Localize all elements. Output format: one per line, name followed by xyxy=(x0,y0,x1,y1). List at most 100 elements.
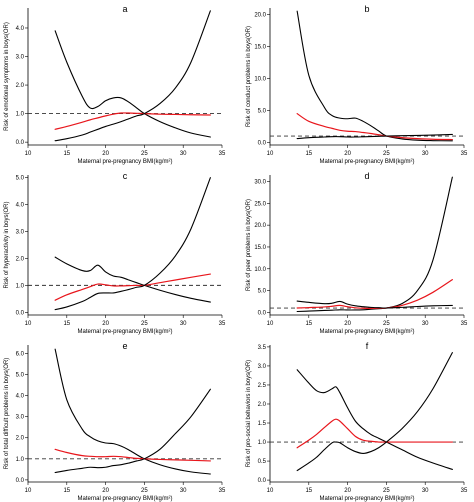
y-tick-label: 20.0 xyxy=(254,12,266,18)
series-line-lower xyxy=(54,10,211,142)
x-tick-label: 30 xyxy=(422,321,429,327)
axes-frame xyxy=(269,175,464,316)
series-line-estimate xyxy=(296,418,453,449)
series-line-upper xyxy=(54,30,211,138)
y-tick-label: 3.0 xyxy=(16,55,25,61)
y-tick-label: 0.0 xyxy=(258,310,267,316)
y-tick-label: 3.0 xyxy=(16,415,25,421)
series-group xyxy=(54,10,211,142)
series-line-upper xyxy=(296,176,453,313)
series-line-lower xyxy=(296,133,453,140)
y-tick-label: 30.0 xyxy=(254,180,266,186)
y-tick-label: 25.0 xyxy=(254,201,266,207)
panel-letter: a xyxy=(122,4,127,14)
y-tick-label: 1.0 xyxy=(16,283,25,289)
x-tick-label: 25 xyxy=(383,321,390,327)
x-tick-label: 10 xyxy=(25,321,32,327)
y-tick-label: 0.0 xyxy=(16,310,25,316)
y-tick-label: 3.0 xyxy=(258,364,267,370)
series-line-upper xyxy=(54,256,211,303)
y-axis-title: Risk of total difficult problems in boys… xyxy=(4,358,10,470)
y-tick-label: 10.0 xyxy=(254,76,266,82)
panel-c: 10 15 20 25 30 35 0.0 1.0 2.0 3.0 4.0 5.0 Maternal p… xyxy=(4,171,226,335)
x-axis-title: Maternal pre-pregnancy BMI(kg/m²) xyxy=(319,329,414,335)
y-tick-label: 5.0 xyxy=(258,289,267,295)
axes-frame xyxy=(27,8,222,146)
panel-e: 10 15 20 25 30 35 0.0 1.0 2.0 3.0 4.0 5.0 6.0 Materna… xyxy=(4,341,226,502)
y-tick-label: 15.0 xyxy=(254,44,266,50)
y-tick-label: 2.0 xyxy=(16,83,25,89)
series-line-estimate xyxy=(54,273,211,301)
series-line-lower xyxy=(54,388,211,474)
series-group xyxy=(296,10,453,142)
y-tick-label: 4.0 xyxy=(16,203,25,209)
x-axis-title: Maternal pre-pregnancy BMI(kg/m²) xyxy=(77,159,172,165)
x-tick-label: 15 xyxy=(63,151,70,157)
series-line-estimate xyxy=(296,279,453,309)
y-tick-label: 20.0 xyxy=(254,223,266,229)
x-tick-label: 10 xyxy=(267,488,274,494)
y-tick-label: 2.5 xyxy=(258,383,267,389)
x-tick-label: 10 xyxy=(267,151,274,157)
x-tick-label: 20 xyxy=(102,488,109,494)
x-tick-label: 35 xyxy=(461,488,468,494)
x-tick-label: 15 xyxy=(63,488,70,494)
y-tick-label: 0.0 xyxy=(16,140,25,146)
panel-b: 10 15 20 25 30 35 0.0 5.0 10.0 15.0 20.0 Maternal p… xyxy=(246,4,468,165)
y-axis-title: Risk of peer problems in boys(OR) xyxy=(246,199,252,291)
y-tick-label: 1.0 xyxy=(16,457,25,463)
x-tick-label: 35 xyxy=(461,151,468,157)
x-tick-label: 15 xyxy=(305,321,312,327)
y-tick-label: 4.0 xyxy=(16,394,25,400)
axes-frame xyxy=(269,345,464,483)
x-axis-title: Maternal pre-pregnancy BMI(kg/m²) xyxy=(319,159,414,165)
x-tick-label: 30 xyxy=(180,151,187,157)
x-tick-label: 35 xyxy=(461,321,468,327)
y-tick-label: 0.0 xyxy=(258,478,267,484)
panel-letter: b xyxy=(364,4,369,14)
panel-letter: c xyxy=(123,171,128,181)
y-axis-title: Risk of conduct problems in boys(OR) xyxy=(246,26,252,127)
axes-frame xyxy=(269,8,464,146)
x-axis-title: Maternal pre-pregnancy BMI(kg/m²) xyxy=(77,496,172,502)
panel-letter: e xyxy=(122,341,127,351)
y-tick-label: 5.0 xyxy=(16,176,25,182)
x-tick-label: 30 xyxy=(422,151,429,157)
series-line-lower xyxy=(296,300,453,309)
x-tick-label: 20 xyxy=(344,321,351,327)
panel-letter: f xyxy=(366,341,369,351)
y-axis-title: Risk of emotional symptoms in boys(OR) xyxy=(4,22,10,131)
x-tick-label: 30 xyxy=(180,321,187,327)
x-tick-label: 10 xyxy=(25,151,32,157)
panel-f: 10 15 20 25 30 35 0.0 0.5 1.0 1.5 2.0 2.5 3.0 3.5 Mate… xyxy=(246,341,468,502)
y-axis-title: Risk of hyperactivity in boys(OR) xyxy=(4,201,10,288)
axes-frame xyxy=(27,175,222,316)
x-tick-label: 35 xyxy=(219,488,226,494)
x-axis-title: Maternal pre-pregnancy BMI(kg/m²) xyxy=(319,496,414,502)
series-line-estimate xyxy=(54,112,211,130)
y-tick-label: 1.5 xyxy=(258,421,267,427)
y-tick-label: 6.0 xyxy=(16,351,25,357)
y-tick-label: 2.0 xyxy=(16,436,25,442)
y-tick-label: 10.0 xyxy=(254,267,266,273)
series-line-estimate xyxy=(54,448,211,462)
panel-a: 10 15 20 25 30 35 0.0 1.0 2.0 3.0 4.0 Maternal pre-… xyxy=(4,4,226,165)
y-tick-label: 15.0 xyxy=(254,245,266,251)
series-group xyxy=(54,348,211,475)
y-axis-title: Risk of pro-social behaviors in boys(OR) xyxy=(246,360,252,467)
x-tick-label: 10 xyxy=(267,321,274,327)
y-tick-label: 3.5 xyxy=(258,345,267,351)
x-tick-label: 20 xyxy=(102,151,109,157)
y-tick-label: 0.5 xyxy=(258,459,267,465)
x-tick-label: 20 xyxy=(344,488,351,494)
y-tick-label: 4.0 xyxy=(16,26,25,32)
x-tick-label: 25 xyxy=(141,321,148,327)
x-tick-label: 35 xyxy=(219,321,226,327)
series-line-upper xyxy=(296,10,453,142)
x-tick-label: 15 xyxy=(63,321,70,327)
y-tick-label: 2.0 xyxy=(258,402,267,408)
x-tick-label: 20 xyxy=(344,151,351,157)
x-tick-label: 25 xyxy=(383,151,390,157)
x-tick-label: 15 xyxy=(305,488,312,494)
